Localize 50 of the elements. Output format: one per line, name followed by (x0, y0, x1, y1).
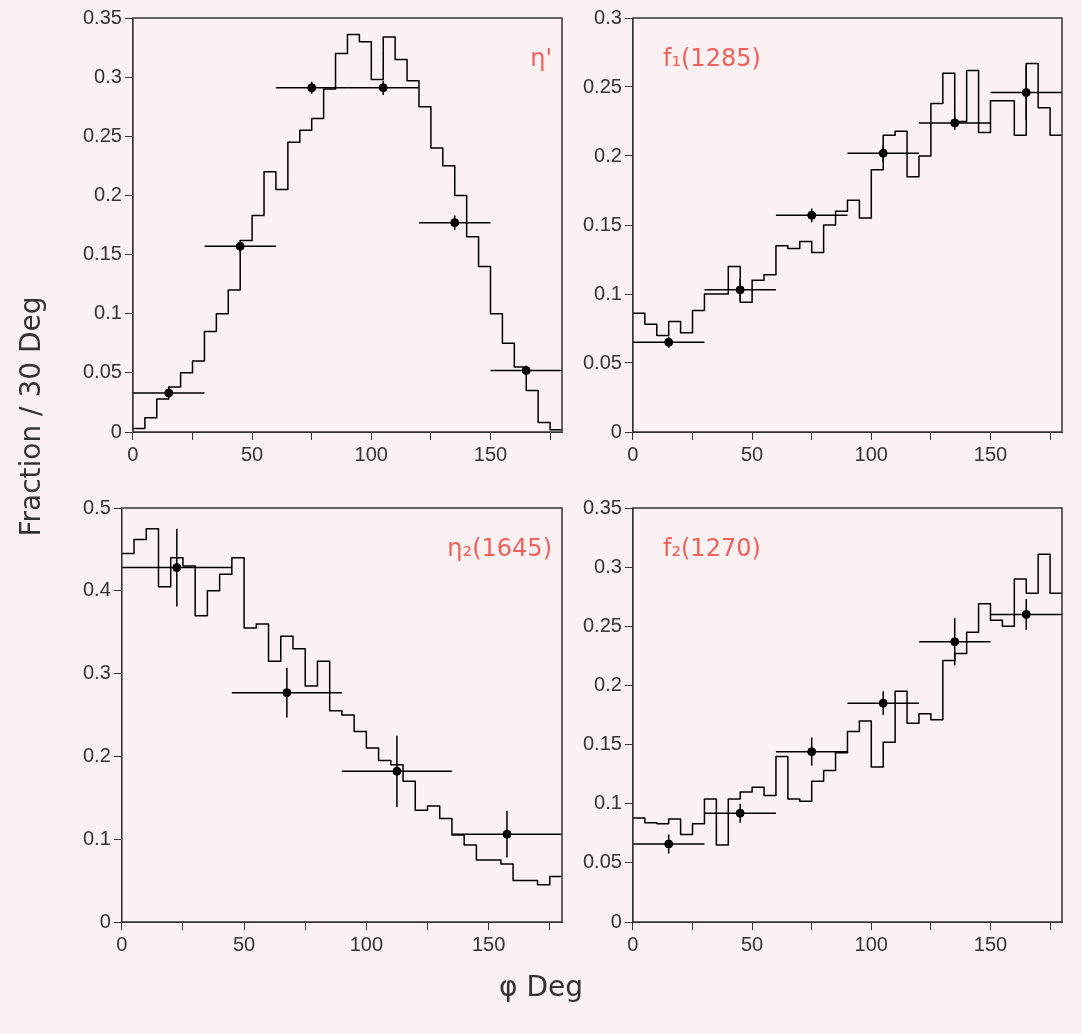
y-tick-label: 0.1 (82, 826, 111, 849)
y-tick-label: 0.3 (94, 64, 122, 87)
text: η' (530, 44, 552, 73)
y-tick-label: 0.2 (594, 143, 622, 166)
y-tick-label: 0.1 (594, 281, 622, 304)
y-tick-label: 0.2 (94, 182, 122, 205)
x-tick-label: 150 (973, 442, 1008, 465)
y-tick-label: 0.25 (582, 74, 622, 97)
text: f₂(1270) (662, 534, 761, 563)
x-tick-label: 50 (232, 932, 256, 955)
y-tick-label: 0.05 (82, 360, 122, 383)
x-tick-label: 100 (354, 442, 388, 465)
text: η₂(1645) (447, 534, 552, 563)
y-tick-label: 0.3 (594, 554, 622, 577)
x-tick-label: 0 (627, 932, 639, 955)
y-tick-label: 0.3 (82, 661, 111, 684)
x-tick-label: 100 (349, 932, 384, 955)
y-tick-label: 0 (610, 419, 622, 442)
x-tick-label: 50 (740, 442, 764, 465)
x-tick-label: 50 (240, 442, 264, 465)
y-tick-label: 0.25 (582, 613, 622, 636)
x-tick-label: 100 (854, 442, 888, 465)
y-tick-label: 0.35 (582, 495, 622, 518)
text: f₁(1285) (662, 44, 761, 73)
x-tick-label: 0 (127, 442, 139, 465)
x-tick-label: 0 (627, 442, 639, 465)
y-tick-label: 0.15 (582, 212, 622, 235)
y-tick-label: 0.15 (582, 732, 622, 755)
y-axis-title: Fraction / 30 Deg (13, 295, 47, 539)
y-tick-label: 0.2 (594, 672, 622, 695)
x-tick-label: 150 (973, 932, 1008, 955)
y-tick-label: 0.3 (594, 5, 622, 28)
x-tick-label: 50 (740, 932, 764, 955)
x-axis-title: φ Deg (498, 970, 584, 1003)
x-tick-label: 150 (471, 932, 506, 955)
y-tick-label: 0 (610, 909, 622, 932)
y-tick-label: 0.15 (82, 242, 122, 265)
y-tick-label: 0.2 (82, 743, 111, 766)
y-tick-label: 0.5 (82, 495, 111, 518)
y-tick-label: 0.05 (582, 850, 622, 873)
x-tick-label: 150 (473, 442, 508, 465)
y-tick-label: 0 (110, 419, 122, 442)
y-tick-label: 0.4 (82, 578, 111, 601)
y-tick-label: 0.05 (582, 350, 622, 373)
y-tick-label: 0.1 (594, 791, 622, 814)
y-tick-label: 0.1 (94, 301, 122, 324)
y-tick-label: 0.35 (82, 5, 122, 28)
y-tick-label: 0.25 (82, 123, 122, 146)
x-tick-label: 100 (854, 932, 888, 955)
y-tick-label: 0 (99, 909, 111, 932)
